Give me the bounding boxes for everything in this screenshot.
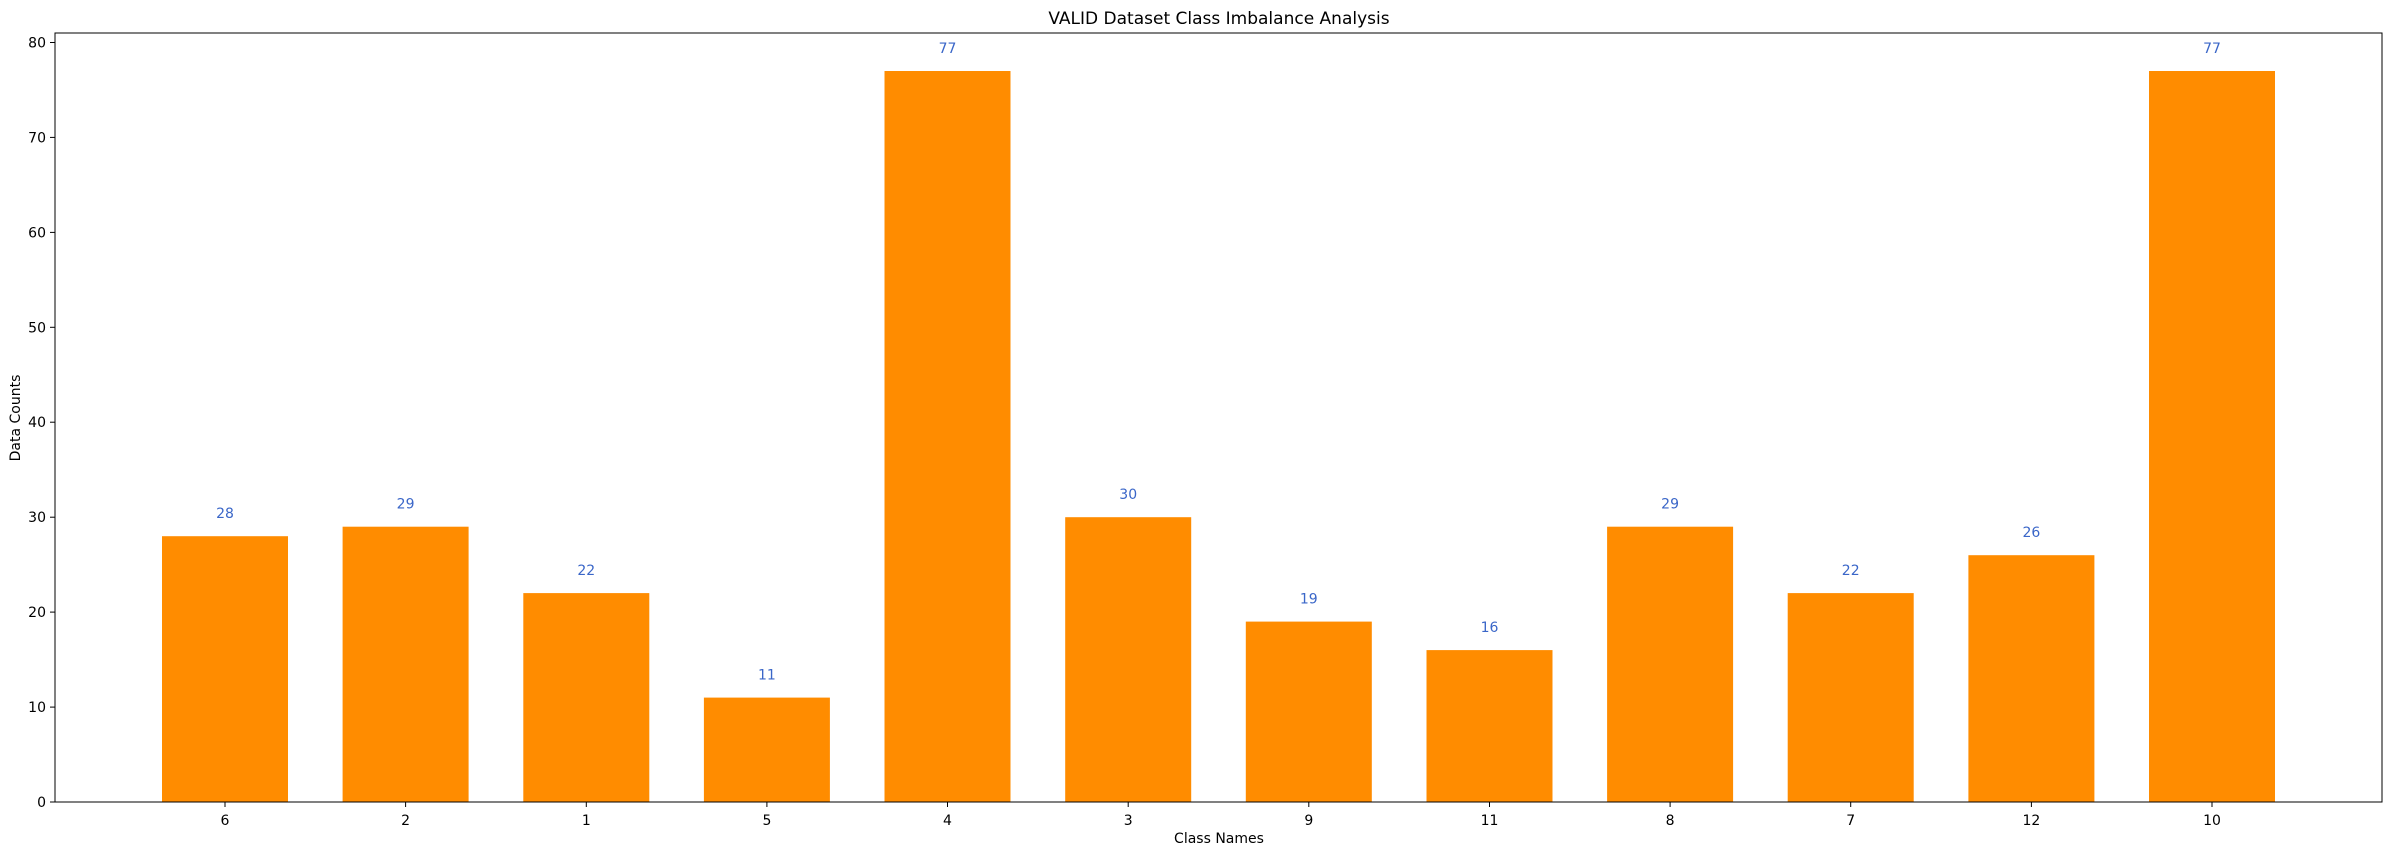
bar-value-label-11: 16 [1481, 620, 1499, 636]
bar-value-label-3: 30 [1119, 487, 1137, 503]
bar-8 [1607, 526, 1734, 802]
bar-6 [162, 536, 288, 802]
chart-title: VALID Dataset Class Imbalance Analysis [1048, 9, 1389, 29]
x-tick-label-6: 6 [221, 813, 230, 829]
y-tick-label-80: 80 [28, 36, 46, 52]
x-tick-label-2: 2 [401, 813, 410, 829]
bar-value-label-12: 26 [2022, 525, 2040, 541]
axes-layer [54, 32, 2383, 803]
y-tick-label-40: 40 [28, 415, 46, 431]
x-tick-label-9: 9 [1304, 813, 1313, 829]
plot-frame [54, 32, 2383, 803]
bar-2 [342, 526, 469, 802]
x-tick-label-7: 7 [1846, 813, 1855, 829]
bar-5 [703, 697, 830, 802]
bar-7 [1787, 593, 1914, 802]
bar-11 [1426, 650, 1553, 802]
x-tick-label-10: 10 [2203, 813, 2221, 829]
bar-10 [2149, 71, 2275, 802]
bar-9 [1245, 621, 1372, 802]
x-tick-label-5: 5 [762, 813, 771, 829]
y-tick-label-70: 70 [28, 130, 46, 146]
bar-value-label-10: 77 [2203, 41, 2221, 57]
y-axis-label: Data Counts [8, 375, 24, 462]
y-tick-label-10: 10 [28, 700, 46, 716]
y-tick-label-30: 30 [28, 510, 46, 526]
x-tick-label-4: 4 [943, 813, 952, 829]
bar-4 [884, 71, 1011, 802]
x-tick-label-11: 11 [1481, 813, 1499, 829]
bar-value-label-9: 19 [1300, 592, 1318, 608]
y-tick-label-20: 20 [28, 605, 46, 621]
bar-value-label-4: 77 [939, 41, 957, 57]
y-tick-label-0: 0 [37, 795, 46, 811]
bar-12 [1968, 555, 2095, 802]
bar-3 [1065, 517, 1192, 802]
bar-value-label-8: 29 [1661, 497, 1679, 513]
bars-layer [162, 71, 2275, 802]
bar-value-label-5: 11 [758, 668, 776, 684]
bar-value-label-1: 22 [577, 563, 595, 579]
ticks-layer: 6 2 1 5 4 3 9 11 8 7 12 10 0 10 20 30 40 50 60 70 80 [28, 36, 2221, 830]
x-tick-label-8: 8 [1666, 813, 1675, 829]
x-axis-label: Class Names [1174, 831, 1264, 847]
bar-value-label-7: 22 [1842, 563, 1860, 579]
y-tick-label-60: 60 [28, 225, 46, 241]
x-tick-label-1: 1 [582, 813, 591, 829]
x-tick-label-3: 3 [1124, 813, 1133, 829]
x-tick-label-12: 12 [2022, 813, 2040, 829]
bar-value-label-2: 29 [397, 497, 415, 513]
bar-1 [523, 593, 650, 802]
value-labels-layer: 28 29 22 11 77 30 19 16 29 22 26 77 [216, 41, 2221, 684]
y-tick-label-50: 50 [28, 320, 46, 336]
bar-value-label-6: 28 [216, 506, 234, 522]
